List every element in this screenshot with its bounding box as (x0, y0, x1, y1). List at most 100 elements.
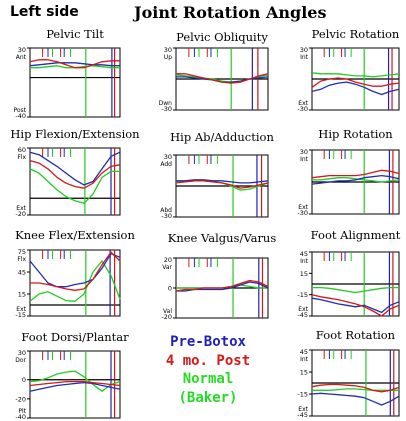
y-direction-label-bottom: Ext (16, 205, 26, 212)
y-tick-label: 30 (300, 148, 308, 156)
series-line-post (311, 169, 400, 179)
series-line-pre (29, 253, 121, 288)
y-direction-label-bottom: Ext (298, 306, 308, 313)
y-tick-label: 75 (18, 248, 26, 256)
joint-angle-plot: 45 15 -15 -45 Int Ext (297, 348, 400, 419)
y-tick-label: -20 (15, 395, 26, 403)
y-tick-label: 15 (300, 270, 308, 278)
joint-angle-plot: 20 0 -20 Var Val (161, 256, 269, 321)
legend-item-pre-botox: Pre-Botox (170, 334, 246, 350)
y-tick-label: 45 (300, 250, 308, 258)
series-line-normal (29, 370, 121, 392)
y-direction-label-top: Flx (17, 256, 26, 263)
series-line-pre (311, 297, 400, 314)
y-tick-label: -20 (15, 210, 26, 218)
y-direction-label-top: Dor (15, 357, 26, 364)
legend-item-normal: Normal (182, 371, 234, 387)
y-direction-label-bottom: Plt (18, 408, 26, 415)
joint-angle-plot: 45 15 -15 -45 Int Ext (297, 250, 400, 319)
y-tick-label: 15 (300, 369, 308, 377)
y-tick-label: 30 (18, 349, 26, 357)
series-line-pre (311, 174, 400, 185)
series-line-pre (29, 62, 120, 67)
plot-title: Foot Alignment (310, 228, 401, 242)
joint-angle-plot: 30 -30 Int Ext (297, 148, 400, 217)
series-line-post (311, 383, 400, 393)
y-tick-label: 30 (18, 46, 26, 54)
joint-angle-plot: 30 -30 Int Ext (297, 46, 400, 113)
series-line-post (29, 380, 121, 387)
y-tick-label: -45 (297, 411, 308, 419)
plot-title: Pelvic Tilt (46, 27, 104, 41)
y-direction-label-top: Int (300, 156, 309, 163)
series-line-post (175, 180, 269, 189)
series-line-pre (29, 151, 121, 186)
joint-angle-plot: 30 0 -20 -40 Dor Plt (15, 349, 121, 421)
series-line-normal (312, 388, 399, 391)
y-tick-label: 45 (300, 348, 308, 356)
y-tick-label: -45 (297, 311, 308, 319)
plot-title: Knee Flex/Extension (15, 228, 135, 242)
y-direction-label-top: Int (300, 258, 309, 265)
series-line-pre (311, 81, 400, 96)
y-tick-label: -30 (297, 105, 308, 113)
joint-angle-plot: 60 -20 Flx Ext (15, 146, 121, 218)
y-tick-label: -30 (297, 209, 308, 217)
legend: Pre-Botox 4 mo. Post Normal (Baker) (133, 333, 283, 407)
y-tick-label: -40 (15, 112, 26, 120)
joint-angle-plot: 75 45 15 -15 Flx Ext (15, 248, 121, 319)
y-direction-label-bottom: Abd (160, 207, 172, 214)
series-line-pre (29, 381, 121, 392)
plot-frame (29, 47, 121, 118)
legend-item-baker: (Baker) (178, 389, 238, 406)
y-tick-label: 60 (18, 146, 26, 154)
y-tick-label: 0 (22, 376, 26, 384)
y-tick-label: -40 (15, 413, 26, 421)
y-tick-label: 30 (300, 46, 308, 54)
y-direction-label-top: Int (300, 356, 309, 363)
y-direction-label-top: Add (160, 161, 172, 168)
series-line-normal (312, 177, 400, 183)
series-line-normal (312, 286, 399, 294)
y-direction-label-bottom: Ext (298, 406, 308, 413)
y-tick-label: 20 (164, 256, 172, 264)
y-tick-label: -15 (15, 311, 26, 319)
plot-title: Pelvic Obliquity (176, 30, 268, 44)
plot-title: Hip Rotation (318, 127, 393, 141)
plot-title: Pelvic Rotation (311, 27, 400, 41)
plot-frame (29, 350, 121, 419)
y-tick-label: -15 (297, 391, 308, 399)
plot-title: Foot Rotation (315, 328, 396, 342)
joint-angle-plot: 30 -30 Up Dwn (159, 46, 269, 113)
plot-title: Knee Valgus/Varus (167, 231, 277, 245)
legend-item-4-mo-post: 4 mo. Post (165, 352, 251, 369)
y-tick-label: 30 (164, 46, 172, 54)
y-tick-label: -30 (161, 105, 172, 113)
y-tick-label: 45 (18, 269, 26, 277)
y-direction-label-top: Ant (16, 54, 27, 61)
y-direction-label-bottom: Post (13, 107, 26, 114)
y-tick-label: -15 (297, 291, 308, 299)
plot-title: Hip Ab/Adduction (170, 130, 274, 144)
y-tick-label: -20 (161, 313, 172, 321)
page-title: Joint Rotation Angles (134, 3, 327, 22)
series-line-post (30, 251, 121, 291)
plot-title: Hip Flexion/Extension (10, 127, 140, 141)
y-tick-label: 30 (164, 153, 172, 161)
series-line-post (29, 59, 120, 69)
y-tick-label: -30 (161, 212, 172, 220)
series-line-post (29, 159, 121, 189)
series-line-normal (29, 168, 120, 204)
y-tick-label: 15 (18, 291, 26, 299)
joint-angle-plot: 30 -30 Add Abd (160, 153, 269, 220)
plot-frame (29, 147, 121, 216)
series-line-post (311, 77, 400, 88)
series-line-post (176, 73, 269, 84)
plot-title: Foot Dorsi/Plantar (21, 330, 129, 344)
y-direction-label-bottom: Dwn (159, 100, 173, 107)
series-line-post (175, 279, 269, 292)
y-direction-label-top: Var (162, 264, 172, 271)
y-direction-label-top: Flx (17, 154, 26, 161)
y-direction-label-top: Int (300, 54, 309, 61)
series-line-pre (311, 392, 400, 406)
